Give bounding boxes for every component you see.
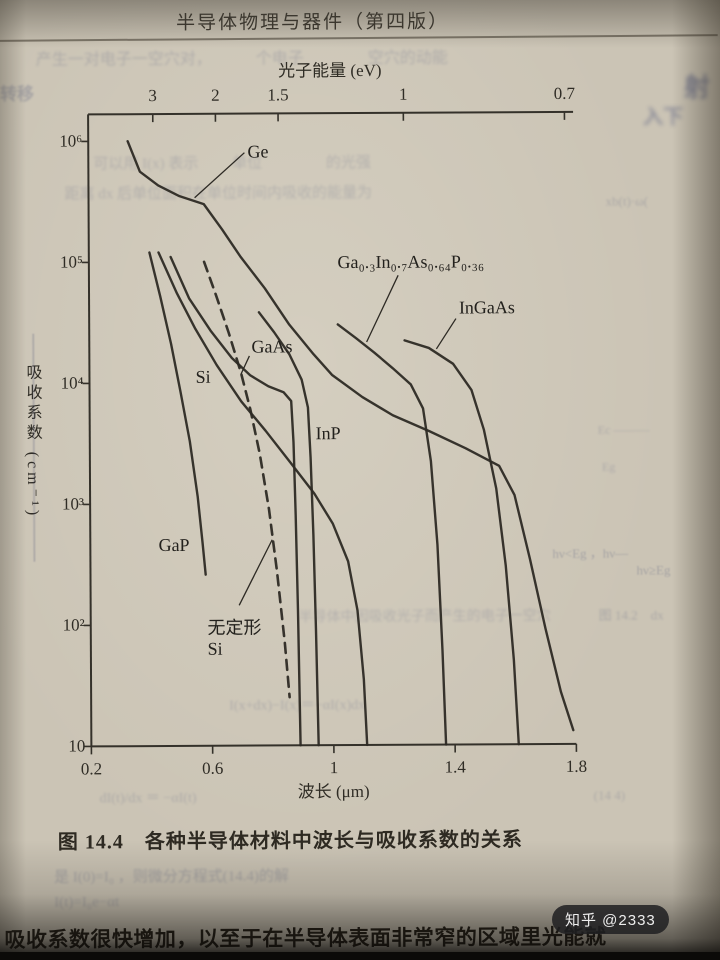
label-leader-line xyxy=(240,355,250,375)
y-tick-label: 10² xyxy=(62,615,85,635)
material-label-Si: Si xyxy=(195,366,211,388)
x-tick-label: 1.8 xyxy=(565,756,588,776)
x-tick-label: 1 xyxy=(329,758,339,778)
material-label-InGaAs: InGaAs xyxy=(458,297,515,318)
material-label-Ge: Ge xyxy=(247,141,269,162)
label-leader-line xyxy=(366,275,399,343)
photon-energy-axis-label: 光子能量 (eV) xyxy=(278,60,382,81)
material-label-GaP: GaP xyxy=(158,535,190,556)
photo-bottom-edge xyxy=(0,952,720,960)
curve-InGaAs xyxy=(403,339,520,746)
figure-caption: 图 14.4 各种半导体材料中波长与吸收系数的关系 xyxy=(57,829,523,854)
curve-GaP xyxy=(148,251,207,576)
material-label-Ga₀.₃In₀.₇As₀.₆₄P₀.₃₆: Ga₀.₃In₀.₇As₀.₆₄P₀.₃₆ xyxy=(337,251,485,273)
watermark-badge: 知乎 @2333 xyxy=(552,905,669,934)
curve-Ga₀.₃In₀.₇As₀.₆₄P₀.₃₆ xyxy=(336,323,448,746)
y-tick-label: 10³ xyxy=(61,494,85,514)
x-tick-label: 0.2 xyxy=(80,759,103,779)
curve-InP xyxy=(257,311,320,747)
material-label-无定形Si: 无定形 Si xyxy=(207,617,262,660)
label-leader-line xyxy=(194,152,245,199)
photon-energy-tick-label: 2 xyxy=(210,85,220,105)
curve-无定形Si xyxy=(202,260,291,699)
photon-energy-tick-label: 1 xyxy=(398,84,408,104)
photon-energy-axis xyxy=(88,110,574,116)
y-axis xyxy=(87,114,93,747)
wavelength-axis-label: 波长 (μm) xyxy=(297,781,370,802)
curve-Si xyxy=(157,251,369,747)
curve-GaAs xyxy=(169,255,302,747)
photon-energy-tick-label: 3 xyxy=(148,86,157,106)
label-leader-line xyxy=(435,318,457,350)
x-tick-label: 1.4 xyxy=(444,757,466,777)
photon-energy-tick-label: 1.5 xyxy=(267,85,289,105)
x-tick-label: 0.6 xyxy=(202,758,224,778)
watermark-text: 知乎 @2333 xyxy=(565,912,656,929)
y-tick-label: 10⁵ xyxy=(59,252,83,272)
photon-energy-tick-label: 0.7 xyxy=(553,83,575,103)
material-label-GaAs: GaAs xyxy=(251,336,293,357)
y-tick-label: 10 xyxy=(68,736,86,756)
curve-Ge xyxy=(126,140,575,732)
material-label-InP: InP xyxy=(315,423,341,444)
y-tick-label: 10⁶ xyxy=(59,131,83,151)
label-leader-line xyxy=(238,539,273,606)
y-tick-label: 10⁴ xyxy=(60,373,84,393)
